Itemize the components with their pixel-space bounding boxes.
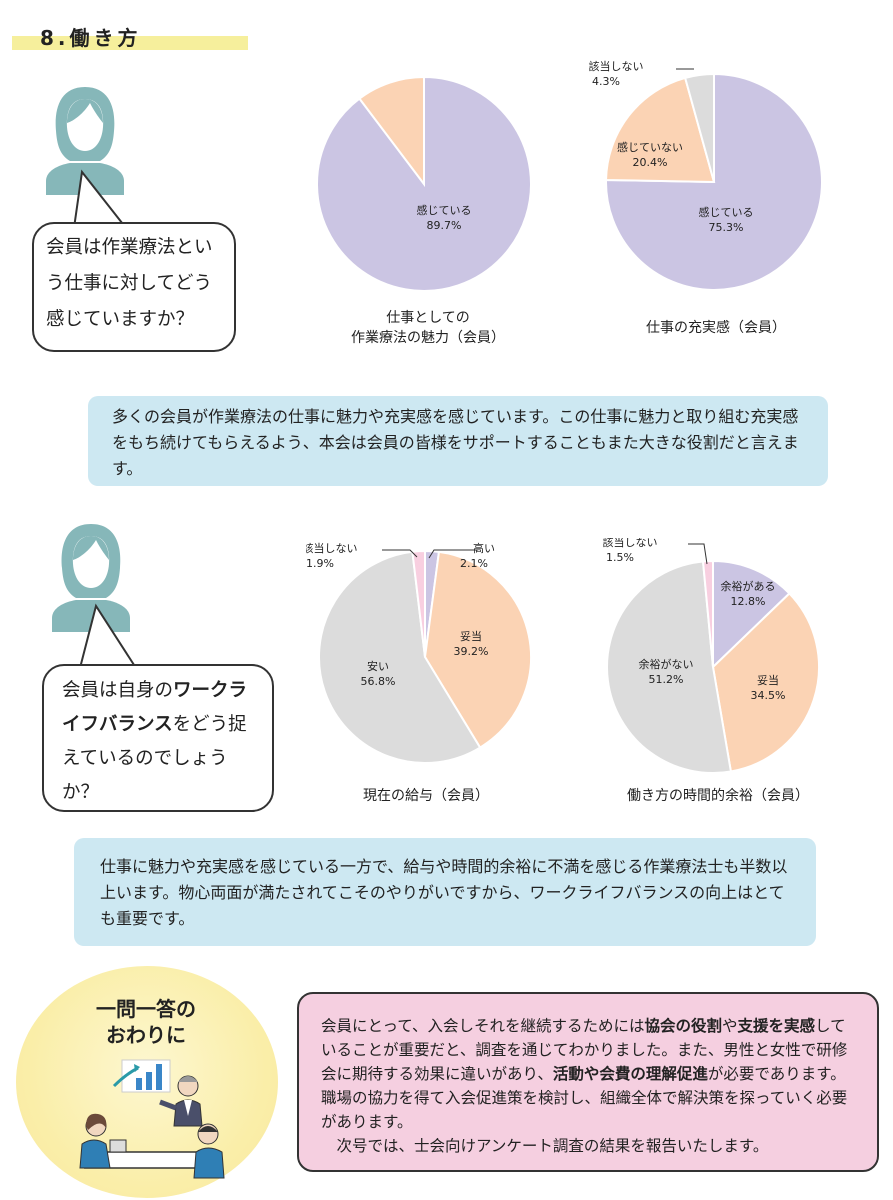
leader-line [382, 549, 418, 558]
slice-value: 4.3% [592, 75, 620, 88]
closing-title: 一問一答の おわりに [64, 996, 228, 1048]
info-box-2: 仕事に魅力や充実感を感じている一方で、給与や時間的余裕に不満を感じる作業療法士も… [74, 838, 816, 946]
chart-title-appeal: 仕事としての 作業療法の魅力（会員） [316, 308, 540, 348]
slice-value: 1.5% [606, 551, 634, 564]
slice-value: 56.8% [361, 675, 396, 688]
bubble-tail [79, 603, 137, 669]
slice-value: 20.4% [633, 156, 668, 169]
closing-text: 次号では、士会向けアンケート調査の結果を報告いたします。 [321, 1137, 769, 1155]
bubble-tail [73, 169, 127, 229]
slice-value: 2.1% [460, 557, 488, 570]
question-text-bold: ワークライフバランス [62, 680, 248, 735]
closing-bold: 支援を実感 [737, 1017, 816, 1035]
chart-title-salary: 現在の給与（会員） [363, 788, 489, 804]
chart-4: 余裕がある 12.8% 妥当 34.5% 余裕がない 51.2% 該当しない 1.5% [600, 535, 840, 782]
slice-label: 高い [473, 541, 495, 555]
info-text-1: 多くの会員が作業療法の仕事に魅力や充実感を感じています。この仕事に魅力と取り組む… [112, 407, 799, 478]
pie-slice [318, 550, 482, 764]
chart-2: 感じている 75.3% 感じていない 20.4% 該当しない 4.3% [576, 56, 836, 304]
pie-chart-salary: 高い 2.1% 妥当 39.2% 安い 56.8% 該当しない 1.9% [303, 541, 532, 764]
chart-title-line: 仕事としての [386, 310, 470, 326]
slice-label: 感じている [699, 206, 754, 219]
chart-3: 高い 2.1% 妥当 39.2% 安い 56.8% 該当しない 1.9% [303, 538, 546, 782]
slice-value: 51.2% [649, 673, 684, 686]
person-icon [52, 524, 130, 632]
pie-slice [604, 76, 716, 184]
pie-slice [606, 560, 733, 774]
closing-bold: 活動や会費の理解促進 [552, 1065, 708, 1083]
pie-chart-fulfillment: 感じている 75.3% 感じていない 20.4% 該当しない 4.3% [589, 59, 823, 291]
closing-bold: 協会の役割 [644, 1017, 723, 1035]
closing-text: が必要であります。職場の協力を得て入会促進策を検討し、組織全体で解決策を探ってい… [321, 1065, 848, 1131]
section-title: 8.働き方 [40, 26, 142, 50]
bubble-tail-join [66, 224, 122, 228]
pie-slice [712, 559, 791, 670]
question-text-pre: 会員は自身の [62, 680, 174, 701]
slice-value: 39.2% [454, 645, 489, 658]
slice-label: 安い [367, 659, 389, 673]
closing-text: や [722, 1017, 738, 1035]
closing-text: していることが重要だと、調査を通じてわかりました。また、男性と女性で研修会に期待… [321, 1017, 848, 1083]
section-header: 8.働き方 [12, 22, 248, 50]
closing-title-line: おわりに [106, 1023, 186, 1047]
pie-slice [358, 75, 425, 187]
question-bubble-2: 会員は自身のワークライフバランスをどう捉えているのでしょうか？ [42, 664, 274, 812]
slice-label: 該当しない [589, 59, 644, 73]
question-bubble: 会員は作業療法という仕事に対してどう感じていますか？ [32, 222, 236, 352]
question-text-post: をどう捉えているのでしょうか？ [62, 714, 247, 803]
pie-slice [683, 72, 715, 183]
closing-title-line: 一問一答の [96, 997, 196, 1021]
pie-chart-time: 余裕がある 12.8% 妥当 34.5% 余裕がない 51.2% 該当しない 1.5% [603, 535, 820, 774]
chart-title-fulfillment: 仕事の充実感（会員） [646, 320, 786, 336]
slice-label: 妥当 [460, 629, 482, 643]
slice-label: 余裕がある [721, 579, 776, 593]
bubble-tail-join [82, 666, 138, 670]
slice-value: 1.9% [306, 557, 334, 570]
leader-line [688, 543, 708, 565]
slice-label: 妥当 [757, 673, 779, 687]
pie-slice [711, 592, 820, 773]
question-text: 会員は作業療法という仕事に対してどう感じていますか？ [46, 237, 213, 330]
slice-value: 34.5% [751, 689, 786, 702]
info-text-2: 仕事に魅力や充実感を感じている一方で、給与や時間的余裕に不満を感じる作業療法士も… [100, 857, 788, 928]
meeting-illustration [79, 1059, 225, 1179]
closing-text: 会員にとって、入会しそれを継続するためには [321, 1017, 645, 1035]
slice-label: 感じていない [617, 141, 683, 154]
slice-value: 89.7% [427, 219, 462, 232]
slice-label: 余裕がない [639, 657, 694, 671]
slice-label: 感じている [417, 204, 472, 217]
slice-label: 該当しない [603, 538, 658, 549]
header-highlight-bar [12, 36, 248, 50]
slice-value: 12.8% [731, 595, 766, 608]
closing-message-box: 会員にとって、入会しそれを継続するためには協会の役割や支援を実感していることが重… [297, 992, 879, 1172]
slice-value: 75.3% [709, 221, 744, 234]
info-box-1: 多くの会員が作業療法の仕事に魅力や充実感を感じています。この仕事に魅力と取り組む… [88, 396, 828, 486]
slice-label: 該当しない [306, 541, 358, 555]
leader-line [428, 549, 478, 559]
pie-slice [701, 559, 714, 668]
chart-title-line: 作業療法の魅力（会員） [351, 330, 505, 346]
chart-title-time: 働き方の時間的余裕（会員） [627, 788, 809, 804]
